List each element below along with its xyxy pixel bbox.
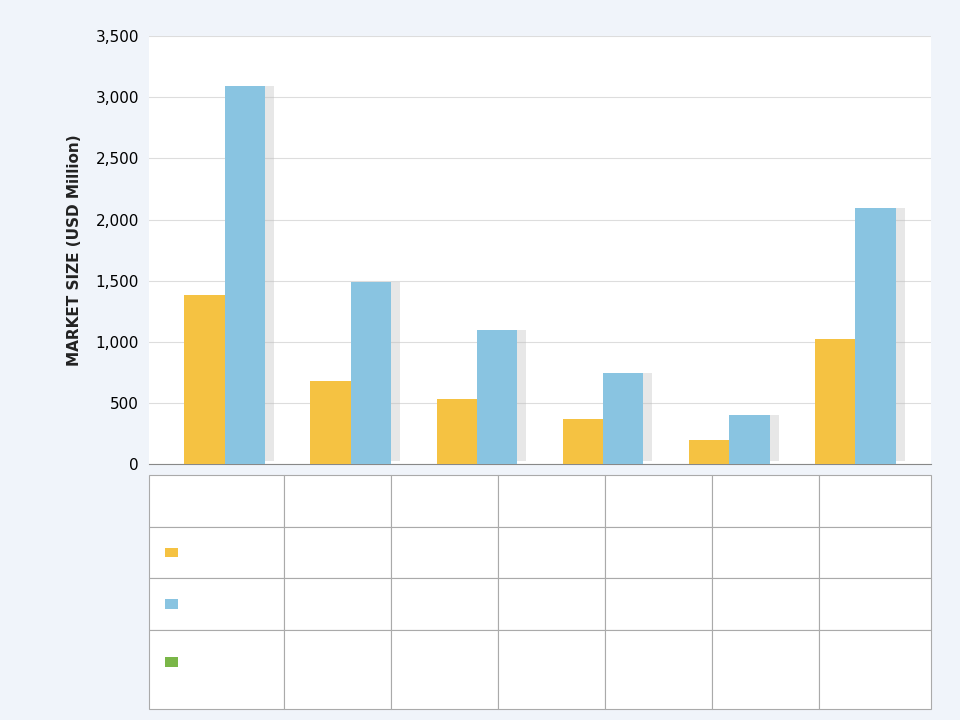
Text: 14.80%: 14.80% [737,662,793,677]
Text: 2023: 2023 [183,545,220,560]
Bar [193,294,233,461]
Bar [738,415,779,461]
Text: 15.40%: 15.40% [848,662,902,677]
Text: 203: 203 [752,545,780,560]
Text: 15.10%: 15.10% [631,662,686,677]
Bar [233,86,274,461]
Bar [698,439,738,461]
Text: Spain: Spain [745,493,786,508]
Text: 682: 682 [431,545,459,560]
Text: 1,386: 1,386 [317,545,359,560]
Bar [184,294,225,464]
Bar [319,381,360,461]
Text: 15.50%: 15.50% [524,662,580,677]
Bar [486,330,526,461]
Text: Others
in Europe: Others in Europe [840,485,910,517]
Bar [612,374,652,461]
Bar [445,399,486,461]
Text: CAGR
(2023–2028): CAGR (2023–2028) [183,653,276,685]
Text: UK: UK [435,493,455,508]
Y-axis label: MARKET SIZE (USD Million): MARKET SIZE (USD Million) [66,135,82,366]
Text: France: France [527,493,576,508]
Bar [689,439,730,464]
Bar [730,415,770,464]
Bar [477,330,517,464]
Text: 17.40%: 17.40% [310,662,366,677]
Bar [310,381,350,464]
Text: 535: 535 [538,545,565,560]
Bar [824,339,864,461]
Bar [855,208,896,464]
Text: 2095: 2095 [856,596,894,611]
Text: 16.90%: 16.90% [417,662,472,677]
Text: 2028: 2028 [183,596,221,611]
Bar [563,420,603,464]
Text: 744: 744 [644,596,672,611]
Bar [350,282,391,464]
Bar [571,420,612,461]
Bar [225,86,265,464]
Bar [815,339,855,464]
Bar [360,282,400,461]
Text: Germany: Germany [304,493,372,508]
Text: 1,488: 1,488 [424,596,466,611]
Bar [864,208,904,461]
Text: 367: 367 [645,545,672,560]
Bar [603,374,643,464]
Text: 3,094: 3,094 [317,596,359,611]
Text: 405: 405 [752,596,780,611]
Text: 1026: 1026 [856,545,894,560]
Text: Italy: Italy [642,493,674,508]
Text: 1,101: 1,101 [531,596,572,611]
Bar [437,399,477,464]
